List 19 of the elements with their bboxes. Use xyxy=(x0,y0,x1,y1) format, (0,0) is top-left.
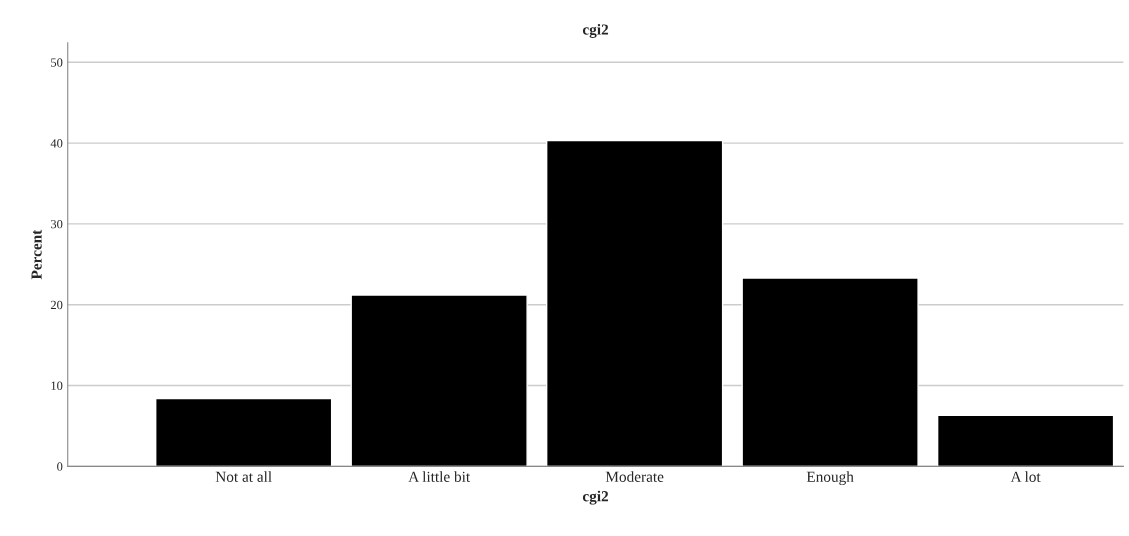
chart-title: cgi2 xyxy=(582,23,609,38)
x-tick-label: A little bit xyxy=(408,471,471,482)
y-tick-label: 0 xyxy=(57,462,63,471)
y-tick-label: 40 xyxy=(50,139,63,148)
bar xyxy=(155,397,333,467)
y-tick-label: 50 xyxy=(51,58,63,67)
y-tick-label: 30 xyxy=(50,219,63,229)
y-tick-label: 20 xyxy=(50,300,63,310)
x-axis-title: cgi2 xyxy=(582,490,609,505)
x-tick-label: Moderate xyxy=(605,471,664,482)
y-axis-title: Percent xyxy=(31,229,42,280)
y-tick-label: 10 xyxy=(51,381,63,390)
x-tick-label: A lot xyxy=(1010,471,1041,482)
bar xyxy=(350,294,528,467)
bar xyxy=(741,277,919,467)
x-tick-label: Not at all xyxy=(215,471,272,482)
bar xyxy=(545,139,724,467)
x-tick-label: Enough xyxy=(806,471,854,486)
bar xyxy=(936,414,1115,467)
